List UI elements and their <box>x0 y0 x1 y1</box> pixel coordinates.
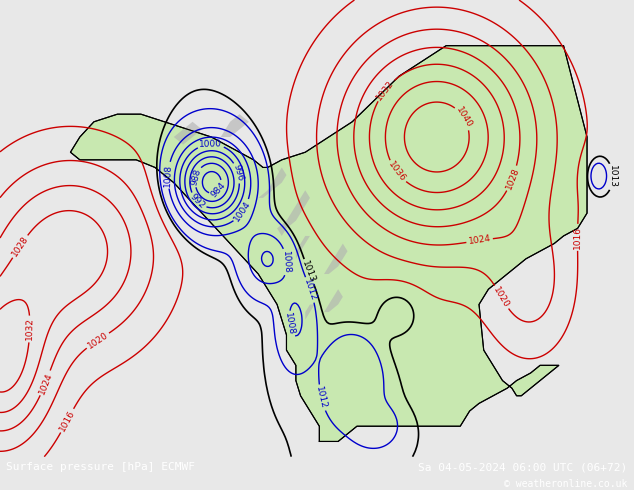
Polygon shape <box>277 190 310 236</box>
Polygon shape <box>221 114 249 137</box>
Text: 1024: 1024 <box>37 371 54 395</box>
Text: 1000: 1000 <box>199 140 223 149</box>
Text: 1032: 1032 <box>25 318 35 341</box>
Text: 1016: 1016 <box>58 408 77 433</box>
Text: 984: 984 <box>210 180 228 199</box>
Text: 1004: 1004 <box>233 199 253 223</box>
Text: 1008: 1008 <box>163 164 173 187</box>
Polygon shape <box>324 289 343 312</box>
Text: 1016: 1016 <box>573 226 582 249</box>
Text: 1012: 1012 <box>302 277 318 302</box>
Text: 1028: 1028 <box>10 234 30 258</box>
Text: 1028: 1028 <box>504 166 521 191</box>
Text: 1040: 1040 <box>454 106 474 130</box>
Polygon shape <box>305 304 314 319</box>
Text: Sa 04-05-2024 06:00 UTC (06+72): Sa 04-05-2024 06:00 UTC (06+72) <box>418 463 628 472</box>
Text: 1020: 1020 <box>491 285 511 309</box>
Polygon shape <box>174 122 202 145</box>
Text: 1024: 1024 <box>468 234 491 246</box>
Text: 1012: 1012 <box>314 386 328 410</box>
Polygon shape <box>296 236 310 259</box>
Text: Surface pressure [hPa] ECMWF: Surface pressure [hPa] ECMWF <box>6 463 195 472</box>
Text: 1008: 1008 <box>283 312 296 336</box>
Text: 1008: 1008 <box>281 250 292 273</box>
Text: © weatheronline.co.uk: © weatheronline.co.uk <box>504 479 628 489</box>
Polygon shape <box>324 244 347 274</box>
Polygon shape <box>258 168 287 198</box>
Polygon shape <box>70 46 587 441</box>
Text: 1032: 1032 <box>375 78 396 102</box>
Text: 988: 988 <box>190 167 202 186</box>
Text: 992: 992 <box>188 192 207 211</box>
Text: 996: 996 <box>231 164 245 182</box>
Text: 1036: 1036 <box>386 160 407 184</box>
Text: 1013: 1013 <box>608 165 617 188</box>
Text: 1013: 1013 <box>301 259 317 284</box>
Text: 1020: 1020 <box>86 330 110 350</box>
